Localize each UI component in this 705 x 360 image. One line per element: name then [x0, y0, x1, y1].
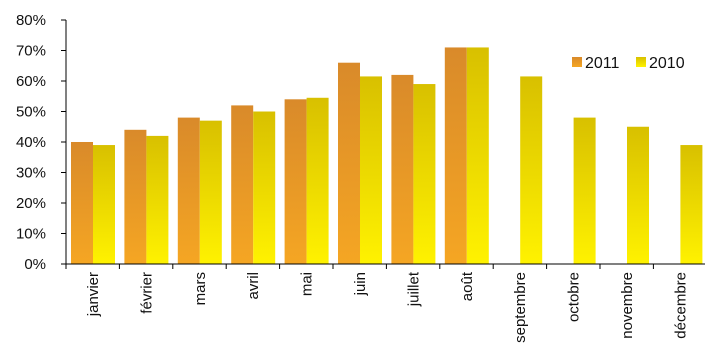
y-tick-label: 80% [16, 12, 46, 29]
legend-label-2011: 2011 [585, 55, 620, 72]
y-tick-label: 30% [16, 165, 46, 182]
x-tick-label: juin [352, 272, 369, 296]
x-tick-label: juillet [405, 271, 422, 307]
bar-2010-juillet [413, 84, 436, 264]
y-axis-ticks: 0% 10% 20% 30% 40% 50% 60% 70% 80% [16, 12, 66, 273]
bar-2011-avril [231, 105, 254, 265]
bar-2010-janvier [93, 145, 115, 264]
bar-2010-août [466, 47, 489, 265]
bar-2011-juin [338, 62, 360, 265]
x-tick-label: novembre [619, 272, 636, 339]
x-tick-label: janvier [85, 272, 102, 317]
legend-swatch-2011 [572, 57, 582, 67]
bar-2010-décembre [680, 145, 703, 264]
bar-2010-octobre [573, 117, 596, 264]
bar-2010-septembre [520, 76, 543, 264]
legend-swatch-2010 [636, 57, 646, 67]
y-tick-label: 50% [16, 104, 46, 121]
bar-2011-janvier [71, 142, 93, 264]
bar-2010-novembre [627, 126, 649, 264]
x-tick-label: octobre [566, 272, 583, 322]
bar-2011-mai [284, 99, 307, 264]
bars [71, 47, 703, 265]
bar-2010-juin [360, 76, 382, 264]
bar-2011-mars [177, 117, 200, 264]
x-tick-label: décembre [672, 272, 689, 339]
y-tick-label: 40% [16, 134, 46, 151]
bar-2010-mars [199, 120, 222, 265]
y-tick-label: 70% [16, 43, 46, 60]
bar-2011-février [124, 129, 147, 264]
x-tick-label: avril [245, 272, 262, 300]
y-tick-label: 20% [16, 195, 46, 212]
bar-2011-juillet [391, 74, 414, 265]
x-tick-label: septembre [512, 272, 529, 343]
legend-label-2010: 2010 [649, 55, 685, 72]
bar-2010-avril [253, 111, 276, 264]
legend: 2011 2010 [572, 55, 685, 72]
x-tick-label: août [459, 271, 476, 301]
x-tick-label: février [138, 272, 155, 314]
bar-2010-février [146, 135, 169, 264]
x-tick-label: mars [192, 272, 209, 305]
y-tick-label: 60% [16, 73, 46, 90]
bar-2010-mai [306, 97, 329, 265]
y-tick-label: 0% [24, 256, 46, 273]
x-tick-label: mai [299, 272, 316, 296]
y-tick-label: 10% [16, 226, 46, 243]
x-axis-ticks: janvier février mars avril mai juin juillet aoû… [65, 264, 689, 343]
bar-2011-août [444, 47, 467, 265]
